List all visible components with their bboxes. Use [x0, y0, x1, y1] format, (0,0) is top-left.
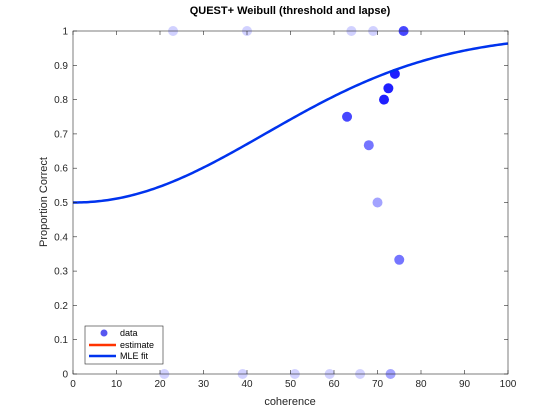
mle-fit-line — [72, 42, 509, 204]
x-tick-label-5: 50 — [285, 379, 297, 390]
chart-title: QUEST+ Weibull (threshold and lapse) — [190, 5, 391, 17]
x-tick-label-2: 20 — [154, 379, 166, 390]
data-points — [159, 26, 409, 379]
y-tick-label-2: 0.2 — [54, 301, 68, 312]
plot-box — [72, 30, 509, 375]
x-tick-label-6: 60 — [328, 379, 340, 390]
x-tick-label-9: 90 — [459, 379, 471, 390]
data-point-9 — [363, 140, 374, 151]
legend: data estimate MLE fit — [84, 325, 164, 365]
y-axis-label: Proportion Correct — [38, 157, 50, 247]
data-point-10 — [372, 197, 383, 208]
x-tick-label-10: 100 — [500, 379, 517, 390]
data-point-8 — [342, 111, 353, 122]
y-tick-label-3: 0.3 — [54, 267, 68, 278]
legend-data-label: data — [120, 328, 138, 338]
legend-estimate-label: estimate — [120, 340, 154, 350]
x-tick-label-8: 80 — [415, 379, 427, 390]
y-tick-label-6: 0.6 — [54, 164, 68, 175]
x-tick-label-3: 30 — [198, 379, 210, 390]
data-point-7 — [379, 94, 390, 105]
axis-ticks: 0 10 20 30 40 50 60 70 80 90 100 0 0.1 0.2 0.3 0.4 0.5 0.… — [54, 27, 517, 391]
y-tick-label-7: 0.7 — [54, 129, 68, 140]
y-tick-label-1: 0.1 — [54, 335, 68, 346]
y-tick-label-0: 0 — [62, 370, 68, 381]
y-tick-label-4: 0.4 — [54, 232, 68, 243]
legend-data-marker — [100, 329, 108, 337]
y-tick-label-8: 0.8 — [54, 95, 68, 106]
y-tick-label-9: 0.9 — [54, 61, 68, 72]
y-tick-label-10: 1 — [62, 27, 68, 38]
x-tick-label-4: 40 — [241, 379, 253, 390]
x-tick-label-1: 10 — [111, 379, 123, 390]
x-tick-label-0: 0 — [70, 379, 76, 390]
plot-area — [73, 31, 508, 374]
data-point-6 — [383, 83, 394, 94]
data-point-11 — [394, 254, 405, 265]
x-tick-label-7: 70 — [372, 379, 384, 390]
y-tick-label-5: 0.5 — [54, 198, 68, 209]
legend-fit-label: MLE fit — [120, 351, 149, 361]
x-axis-label: coherence — [264, 396, 315, 408]
